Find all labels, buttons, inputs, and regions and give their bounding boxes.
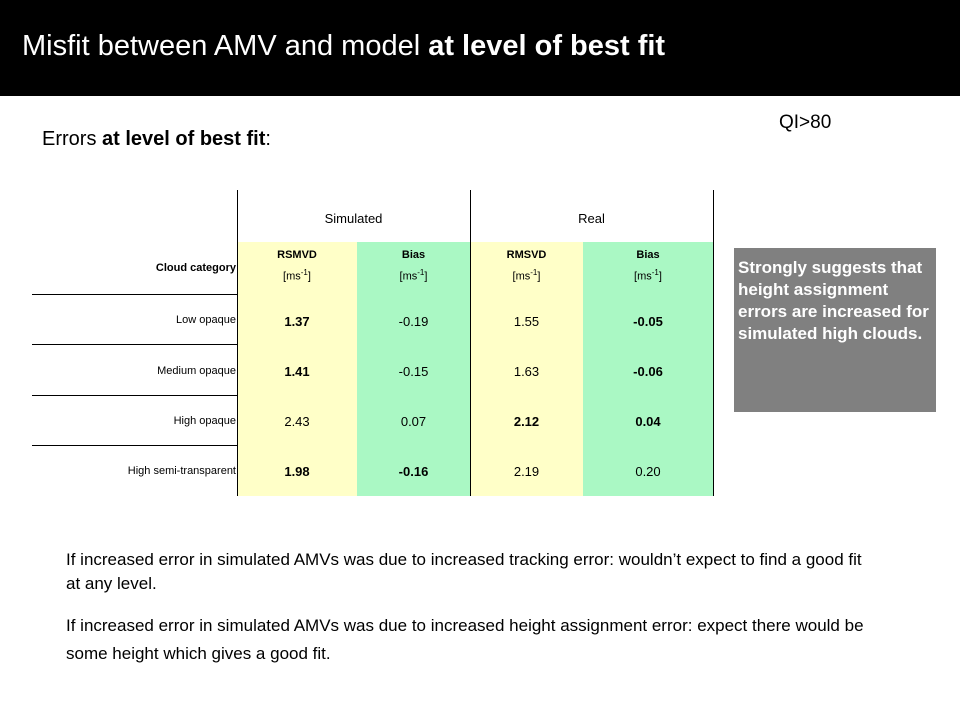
divider-horizontal [32, 294, 237, 295]
subtitle: Errors at level of best fit: [42, 128, 271, 150]
table-cell: 2.12 [513, 414, 540, 429]
divider-vertical [237, 190, 238, 496]
paragraph-height-error: If increased error in simulated AMVs was… [66, 616, 864, 663]
paragraph-tracking-error: If increased error in simulated AMVs was… [66, 550, 862, 593]
table-cell: -0.16 [398, 464, 429, 479]
slide-title: Misfit between AMV and model at level of… [22, 30, 666, 62]
row-label: High opaque [173, 415, 236, 427]
column-header-rsmvd: RSMVD [ms-1] [277, 249, 317, 283]
group-header-real: Real [578, 211, 605, 226]
table-cell: -0.15 [398, 364, 429, 379]
row-label: High semi-transparent [127, 465, 236, 477]
divider-horizontal [32, 344, 237, 345]
table-cell: -0.19 [398, 314, 429, 329]
divider-vertical [713, 190, 714, 496]
table-cell: 1.37 [284, 314, 310, 329]
divider-horizontal [32, 445, 237, 446]
table-cell: -0.05 [633, 314, 663, 329]
col-bg-simulated-rmsvd [237, 242, 357, 496]
table-cell: 0.07 [400, 414, 427, 429]
row-header-cloud-category: Cloud category [155, 262, 236, 274]
qi-label: QI>80 [779, 112, 832, 133]
table-cell: 0.20 [635, 464, 661, 479]
col-bg-real-rmsvd [470, 242, 583, 496]
table-cell: 0.04 [635, 414, 661, 429]
table-cell: 1.55 [513, 314, 540, 329]
col-bg-real-bias [583, 242, 713, 496]
group-header-simulated: Simulated [324, 211, 383, 226]
table-cell: 2.19 [513, 464, 540, 479]
divider-vertical [470, 190, 471, 496]
table-cell: 1.98 [284, 464, 310, 479]
row-label: Medium opaque [157, 365, 236, 377]
column-header-rmsvd: RMSVD [ms-1] [506, 249, 547, 283]
row-label: Low opaque [176, 314, 236, 326]
note-box: Strongly suggests that height assignment… [734, 248, 936, 412]
table-cell: 1.41 [284, 364, 310, 379]
divider-horizontal [32, 395, 237, 396]
col-bg-simulated-bias [357, 242, 470, 496]
error-table: Simulated Real Cloud category RSMVD [ms-… [32, 190, 714, 496]
table-cell: -0.06 [633, 364, 663, 379]
title-bar [0, 0, 960, 96]
column-header-bias-simulated: Bias [ms-1] [399, 249, 428, 283]
table-cell: 2.43 [284, 414, 310, 429]
table-cell: 1.63 [513, 364, 540, 379]
column-header-bias-real: Bias [ms-1] [634, 249, 662, 283]
